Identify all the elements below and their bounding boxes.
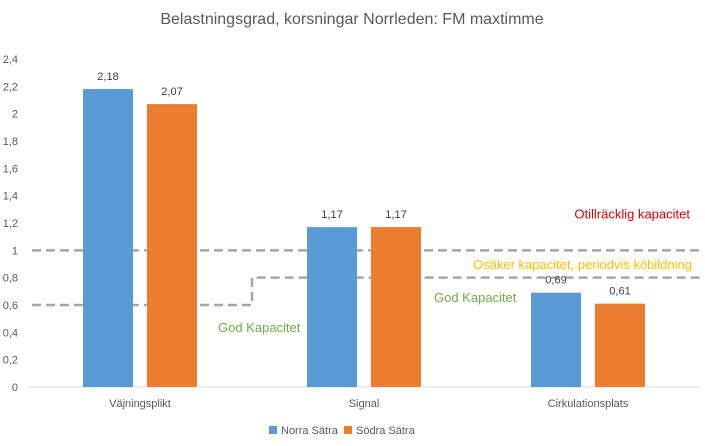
annotation-god2: God Kapacitet <box>434 290 517 305</box>
legend-label: Södra Sätra <box>356 425 416 437</box>
y-axis: 0 0,2 0,4 0,6 0,8 1 1,2 1,4 1,6 1,8 2 2,2 2,4 <box>3 54 18 394</box>
legend-swatch <box>269 426 277 434</box>
data-label: 2,18 <box>97 71 118 83</box>
x-tick-label: Signal <box>349 398 380 410</box>
annotation-osaker: Osäker kapacitet, periodvis köbildning <box>473 257 692 272</box>
bar <box>147 104 197 387</box>
data-label: 0,61 <box>609 286 630 298</box>
y-tick-label: 2,2 <box>3 81 18 93</box>
y-tick-label: 0 <box>12 382 18 394</box>
chart-title: Belastningsgrad, korsningar Norrleden: F… <box>160 11 543 28</box>
annotations: Otillräcklig kapacitet Osäker kapacitet, … <box>218 206 692 334</box>
annotation-otillracklig: Otillräcklig kapacitet <box>574 206 690 221</box>
data-label: 1,17 <box>385 209 406 221</box>
legend: Norra Sätra Södra Sätra <box>269 425 416 437</box>
bars <box>83 89 645 388</box>
y-tick-label: 1,4 <box>3 191 18 203</box>
y-tick-label: 1,2 <box>3 218 18 230</box>
x-tick-label: Väjningsplikt <box>109 398 171 410</box>
data-label: 0,69 <box>545 275 566 287</box>
bar <box>371 227 421 387</box>
legend-label: Norra Sätra <box>281 425 339 437</box>
data-labels: 2,18 1,17 0,69 2,07 1,17 0,61 <box>97 71 630 298</box>
x-axis: Väjningsplikt Signal Cirkulationsplats <box>28 386 700 410</box>
data-label: 1,17 <box>321 209 342 221</box>
bar <box>83 89 133 388</box>
bar <box>531 292 581 387</box>
y-tick-label: 2 <box>12 109 18 121</box>
y-tick-label: 0,4 <box>3 327 18 339</box>
y-tick-label: 0,8 <box>3 273 18 285</box>
x-tick-label: Cirkulationsplats <box>548 398 629 410</box>
y-tick-label: 1 <box>12 245 18 257</box>
annotation-god1: God Kapacitet <box>218 320 301 335</box>
y-tick-label: 0,2 <box>3 355 18 367</box>
data-label: 2,07 <box>161 86 182 98</box>
legend-swatch <box>344 426 352 434</box>
bar <box>595 303 645 387</box>
y-tick-label: 0,6 <box>3 300 18 312</box>
y-tick-label: 1,6 <box>3 163 18 175</box>
bar <box>307 227 357 387</box>
y-tick-label: 1,8 <box>3 136 18 148</box>
y-tick-label: 2,4 <box>3 54 18 66</box>
